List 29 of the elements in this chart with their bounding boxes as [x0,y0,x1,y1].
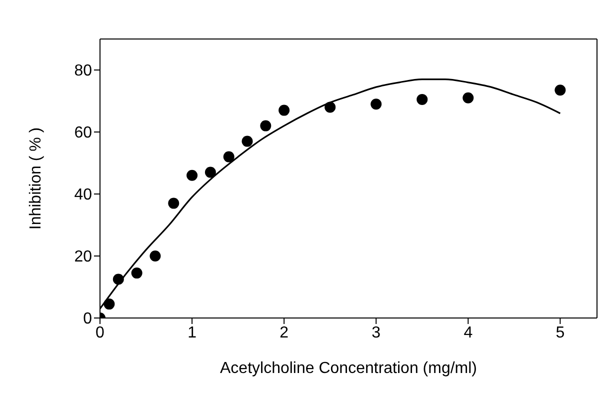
y-tick-label: 20 [74,248,92,266]
point [186,170,198,181]
point [112,274,124,285]
point [204,166,216,178]
point [242,136,253,147]
point [416,94,428,105]
y-tick-label: 0 [83,310,92,328]
y-axis-title: Inhibition ( % ) [28,127,45,230]
y-tick-label: 80 [74,62,92,80]
x-tick-label: 3 [372,324,381,342]
point [223,151,234,162]
point [370,98,382,110]
point [104,298,115,310]
point [554,84,566,96]
point [150,250,161,262]
x-tick-label: 4 [464,324,473,342]
point [168,198,180,209]
x-tick-label: 5 [556,324,565,342]
point [131,268,142,279]
x-tick-label: 1 [188,324,197,342]
y-tick-label: 40 [74,186,92,204]
y-tick-label: 60 [74,124,92,142]
point [260,120,272,132]
x-axis-title: Acetylcholine Concentration (mg/ml) [220,360,477,377]
x-tick-label: 2 [280,324,289,342]
point [324,102,336,113]
point [278,104,290,116]
x-tick-label: 0 [96,324,105,342]
point [462,92,474,104]
